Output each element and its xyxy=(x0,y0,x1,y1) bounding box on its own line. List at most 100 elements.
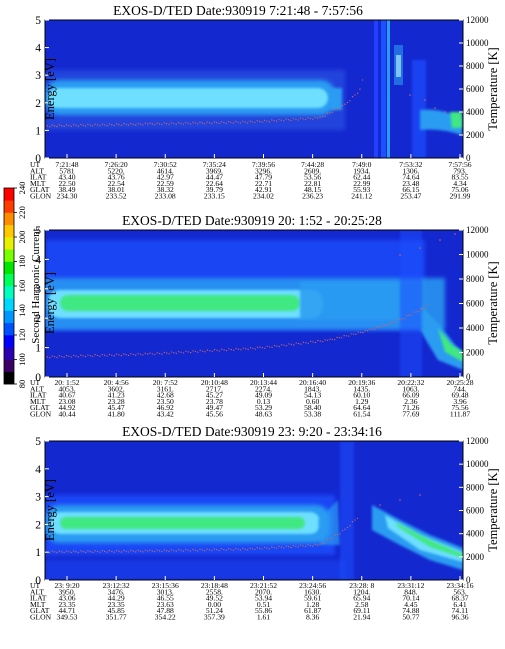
y-tick-label: 0 xyxy=(35,372,41,384)
table-row-label: ILAT xyxy=(30,594,47,603)
colorbar-swatch xyxy=(4,286,14,299)
table-row-label: MLT xyxy=(30,600,46,609)
table-cell: 21.94 xyxy=(353,613,370,622)
colorbar-swatch xyxy=(4,200,14,213)
end-feature-bright xyxy=(438,328,463,362)
temperature-dot xyxy=(127,354,130,357)
temperature-dot xyxy=(285,118,287,120)
temperature-dot xyxy=(63,125,65,128)
end-feature-bright xyxy=(395,522,463,558)
temperature-dot xyxy=(300,544,302,546)
temperature-dot xyxy=(390,321,392,323)
table-cell: 54.13 xyxy=(304,391,321,400)
temperature-dot xyxy=(334,534,336,536)
temperature-dot xyxy=(206,349,209,351)
table-cell: 49.52 xyxy=(206,594,223,603)
temperature-dot xyxy=(387,323,390,326)
temperature-dot xyxy=(225,549,227,551)
table-cell: 7:21:48 xyxy=(55,160,78,169)
table-cell: 40.44 xyxy=(58,410,75,419)
temperature-dot xyxy=(314,341,317,344)
temperature-dot xyxy=(225,349,228,352)
temperature-dot xyxy=(194,350,197,353)
temperature-dot xyxy=(283,344,285,346)
temperature-dot xyxy=(113,551,115,553)
colorbar-tick-label: 200 xyxy=(17,231,27,244)
table-cell: 241.12 xyxy=(351,192,372,201)
temperature-dot xyxy=(92,551,94,553)
temperature-dot xyxy=(96,550,99,553)
temperature-dot xyxy=(84,125,87,127)
temperature-dot xyxy=(96,124,99,126)
table-cell: 20: 1:52 xyxy=(54,378,79,387)
table-cell: 44.29 xyxy=(108,594,125,603)
table-cell: 47.88 xyxy=(157,606,174,615)
colorbar-swatch xyxy=(4,347,14,360)
table-cell: 4.34 xyxy=(453,179,466,188)
temperature-dot xyxy=(108,123,111,125)
temperature-dot xyxy=(247,348,249,351)
temperature-dot xyxy=(300,343,302,345)
temperature-dot xyxy=(46,356,49,358)
temperature-dot xyxy=(239,122,242,124)
temperature-dot xyxy=(163,351,165,354)
temperature-dot xyxy=(269,346,271,348)
temperature-dot xyxy=(225,122,227,124)
table-cell: 233.15 xyxy=(204,192,225,201)
temperature-dot xyxy=(151,123,154,125)
temperature-dot xyxy=(149,122,151,124)
y2-axis-ticks: 0 2000 4000 6000 8000 10000 12000 xyxy=(459,225,489,382)
y-tick-label: 4 xyxy=(35,464,41,476)
temperature-dot xyxy=(127,551,130,553)
spike-wide xyxy=(412,60,426,158)
temperature-dot xyxy=(232,122,234,124)
temperature-dot xyxy=(401,318,403,320)
temperature-dot xyxy=(142,551,144,553)
table-cell: 22.59 xyxy=(157,179,174,188)
temperature-dot xyxy=(273,546,275,549)
table-cell: 4053. xyxy=(58,384,75,393)
table-cell: 6.41 xyxy=(453,600,466,609)
y-tick-label: 0 xyxy=(35,575,41,587)
temperature-dot xyxy=(75,124,77,127)
table-cell: 20:16:40 xyxy=(299,378,326,387)
temperature-dot xyxy=(302,118,304,120)
temperature-dot xyxy=(173,122,175,125)
table-cell: 22.54 xyxy=(108,179,125,188)
temperature-dot xyxy=(351,96,354,98)
table-row-label: GLON xyxy=(30,613,52,622)
temperature-dot xyxy=(334,338,336,341)
temperature-dot xyxy=(168,550,170,553)
temperature-dot xyxy=(120,124,123,126)
temperature-dot xyxy=(408,314,410,317)
spectrogram xyxy=(45,230,463,377)
temperature-dot xyxy=(192,548,194,550)
temperature-dot xyxy=(51,550,53,552)
table-cell: 51.24 xyxy=(206,606,223,615)
table-cell: 45.85 xyxy=(108,606,125,615)
temperature-dot xyxy=(161,550,163,553)
table-cell: 50.77 xyxy=(402,613,419,622)
table-cell: 3950. xyxy=(58,587,75,596)
table-cell: 23:12:32 xyxy=(103,581,130,590)
temperature-dot xyxy=(61,125,63,127)
table-cell: 1934. xyxy=(353,166,370,175)
colorbar-ticks: 80 100 120 140 160 180 200 220 240 xyxy=(14,182,27,388)
table-cell: 563. xyxy=(453,587,466,596)
temperature-dot xyxy=(185,121,187,124)
temperature-dot xyxy=(163,549,165,551)
table-cell: 2717. xyxy=(206,384,223,393)
temperature-dot xyxy=(196,550,199,552)
temperature-dot xyxy=(77,551,80,554)
temperature-dot xyxy=(94,354,96,356)
table-cell: 1843. xyxy=(304,384,321,393)
temperature-dot xyxy=(216,349,218,351)
temperature-dot xyxy=(394,321,397,323)
temperature-dot xyxy=(312,118,314,120)
table-cell: 291.99 xyxy=(450,192,471,201)
temperature-dot xyxy=(356,517,359,519)
x-axis-ticks xyxy=(66,576,461,580)
